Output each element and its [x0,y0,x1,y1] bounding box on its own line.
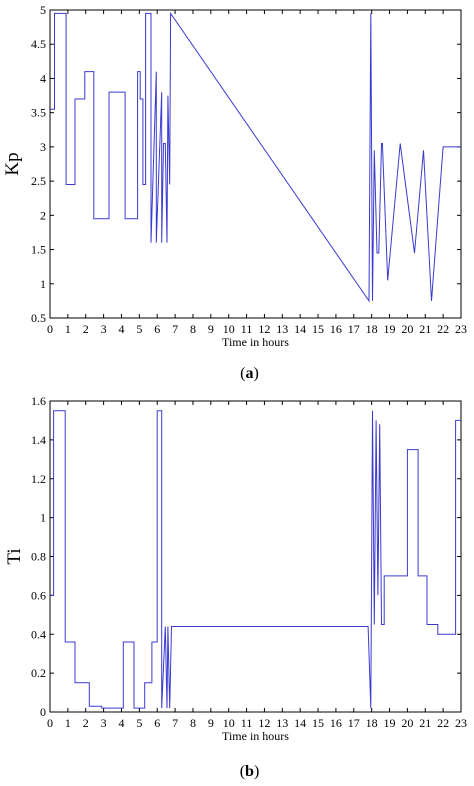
x-tick-label: 5 [136,322,142,336]
x-tick-label: 3 [101,716,107,730]
panel-caption-a: (a) [240,365,259,382]
x-tick-label: 16 [330,716,342,730]
x-axis-label-b: Time in hours [222,729,289,743]
x-tick-label: 17 [348,322,360,336]
y-tick-label: 0 [40,705,46,719]
x-tick-label: 11 [241,716,253,730]
y-tick-label: 0.8 [31,550,46,564]
y-tick-label: 0.4 [31,627,46,641]
x-tick-label: 20 [401,322,413,336]
x-tick-label: 22 [437,322,449,336]
x-tick-label: 18 [366,322,378,336]
x-tick-label: 19 [384,716,396,730]
x-tick-label: 13 [276,716,288,730]
x-tick-label: 12 [258,322,270,336]
y-tick-label: 1.2 [31,472,46,486]
y-axis-ticks-b: 0 0.2 0.4 0.6 0.8 1 1.2 1.4 1.6 [31,394,461,719]
x-tick-label: 22 [437,716,449,730]
y-axis-label-a: Kp [2,152,23,175]
y-axis-label-b: Ti [4,548,25,564]
x-tick-label: 9 [208,322,214,336]
series-line [50,11,461,303]
x-tick-label: 4 [118,716,124,730]
x-tick-label: 0 [47,716,53,730]
series-group-a [50,11,461,303]
x-tick-label: 10 [223,322,235,336]
x-tick-label: 9 [208,716,214,730]
x-tick-label: 6 [154,716,160,730]
x-tick-label: 3 [101,322,107,336]
x-tick-label: 8 [190,322,196,336]
x-tick-label: 11 [241,322,253,336]
x-tick-label: 5 [136,716,142,730]
x-tick-label: 21 [419,716,431,730]
x-tick-label: 8 [190,716,196,730]
x-tick-label: 13 [276,322,288,336]
panel-caption-b: (b) [240,763,260,780]
x-tick-label: 1 [65,716,71,730]
y-tick-label: 1 [40,277,46,291]
y-tick-label: 0.2 [31,666,46,680]
x-tick-label: 20 [401,716,413,730]
x-tick-label: 12 [258,716,270,730]
y-tick-label: 1.6 [31,394,46,408]
chart-panel-b: 0 1 2 3 4 5 6 7 8 9 10 11 12 13 14 15 16 17 18 19 20 21 22 23 0… [4,394,467,780]
series-group-b [50,410,461,709]
y-tick-label: 5 [40,3,46,17]
x-tick-label: 16 [330,322,342,336]
x-tick-label: 14 [294,322,306,336]
x-tick-label: 7 [172,716,178,730]
x-tick-label: 23 [455,716,467,730]
panel-caption-letter-a: a [246,365,254,382]
x-tick-label: 0 [47,322,53,336]
x-tick-label: 21 [419,322,431,336]
y-tick-label: 1.5 [31,243,46,257]
x-tick-label: 17 [348,716,360,730]
y-tick-label: 0.5 [31,311,46,325]
y-tick-label: 3.5 [31,106,46,120]
y-tick-label: 2.5 [31,174,46,188]
plot-frame-b [49,400,462,713]
x-tick-label: 23 [455,322,467,336]
chart-panel-a: 0 1 2 3 4 5 6 7 8 9 10 11 12 13 14 15 16 17 18 19 20 21 22 23 0… [2,3,467,382]
x-tick-label: 1 [65,322,71,336]
x-tick-label: 4 [118,322,124,336]
y-tick-label: 3 [40,140,46,154]
y-axis-ticks-a: 0.5 1 1.5 2 2.5 3 3.5 4 4.5 5 [31,3,461,325]
x-axis-ticks-a: 0 1 2 3 4 5 6 7 8 9 10 11 12 13 14 15 16 17 18 19 20 21 22 23 [47,10,467,336]
x-tick-label: 15 [312,322,324,336]
series-line [50,410,461,709]
y-tick-label: 2 [40,208,46,222]
y-tick-label: 1.4 [31,433,46,447]
x-tick-label: 14 [294,716,306,730]
x-tick-label: 10 [223,716,235,730]
x-axis-label-a: Time in hours [222,335,289,349]
panel-caption-letter-b: b [245,763,254,780]
y-tick-label: 0.6 [31,588,46,602]
x-tick-label: 18 [366,716,378,730]
x-tick-label: 2 [83,716,89,730]
x-tick-label: 19 [384,322,396,336]
x-axis-ticks-b: 0 1 2 3 4 5 6 7 8 9 10 11 12 13 14 15 16 17 18 19 20 21 22 23 [47,401,467,730]
y-tick-label: 1 [40,511,46,525]
x-tick-label: 2 [83,322,89,336]
y-tick-label: 4 [40,71,46,85]
x-tick-label: 15 [312,716,324,730]
plot-frame-a [49,9,462,319]
y-tick-label: 4.5 [31,37,46,51]
x-tick-label: 7 [172,322,178,336]
x-tick-label: 6 [154,322,160,336]
